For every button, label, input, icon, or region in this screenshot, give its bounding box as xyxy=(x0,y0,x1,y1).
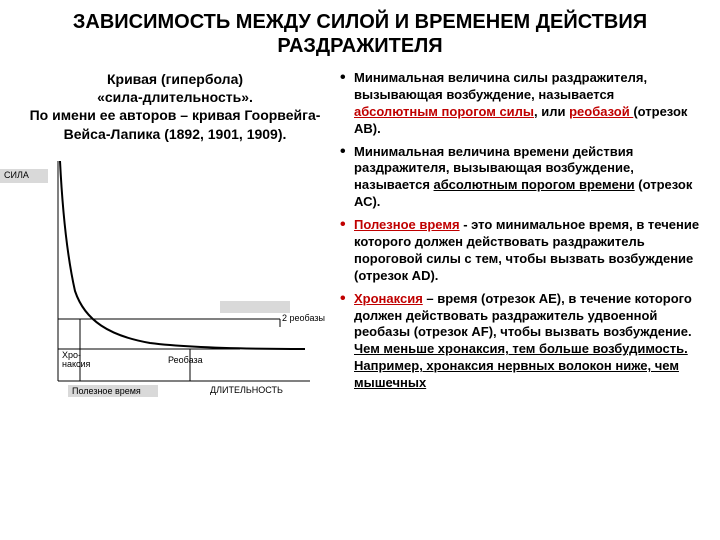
anno-rheobase: Реобаза xyxy=(168,355,203,365)
right-column: Минимальная величина силы раздражителя, … xyxy=(340,70,700,421)
left-line3: По имени ее авторов – кривая Гоорвейга-В… xyxy=(20,106,330,142)
left-line1: Кривая (гипербола) xyxy=(20,70,330,88)
slide-title: ЗАВИСИМОСТЬ МЕЖДУ СИЛОЙ И ВРЕМЕНЕМ ДЕЙСТ… xyxy=(20,10,700,58)
strength-duration-chart: СИЛА xyxy=(20,151,330,421)
x-axis-label: ДЛИТЕЛЬНОСТЬ xyxy=(210,385,283,395)
anno-chronaxia: Хро-наксия xyxy=(62,351,97,369)
bullet-list: Минимальная величина силы раздражителя, … xyxy=(340,70,700,392)
bullet-3: Полезное время - это минимальное время, … xyxy=(340,217,700,285)
chart-svg xyxy=(20,151,330,411)
bullet-4: Хронаксия – время (отрезок АЕ), в течени… xyxy=(340,291,700,392)
left-column: Кривая (гипербола) «сила-длительность». … xyxy=(20,70,330,421)
left-line2: «сила-длительность». xyxy=(20,88,330,106)
bullet-2: Минимальная величина времени действия ра… xyxy=(340,144,700,212)
left-heading: Кривая (гипербола) «сила-длительность». … xyxy=(20,70,330,143)
anno-2rheobase: 2 реобазы xyxy=(282,313,325,323)
bullet-1: Минимальная величина силы раздражителя, … xyxy=(340,70,700,138)
anno-poleznoe: Полезное время xyxy=(72,386,141,396)
